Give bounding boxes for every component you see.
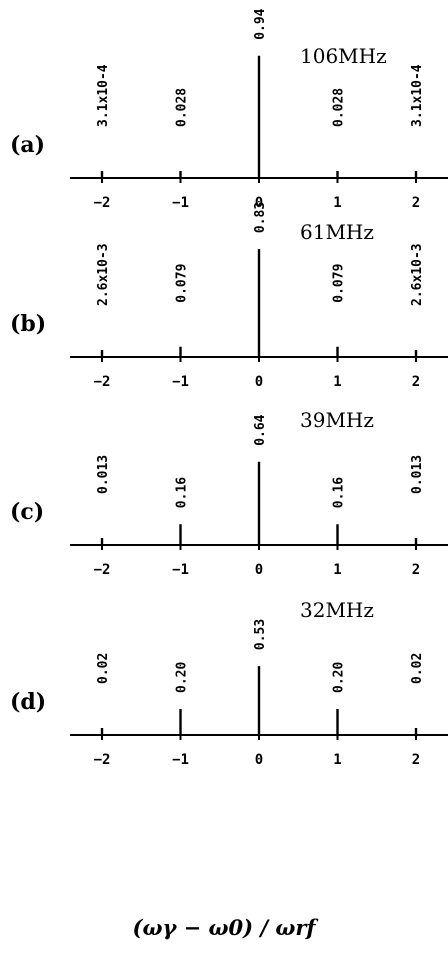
value-label: 0.94 (253, 8, 268, 39)
x-tick-label: −2 (94, 195, 111, 211)
value-label: 3.1x10-4 (96, 64, 111, 127)
value-label: 0.20 (175, 662, 190, 693)
value-label: 3.1x10-4 (410, 64, 425, 127)
x-tick-label: 2 (412, 374, 420, 390)
x-tick-label: 2 (412, 752, 420, 768)
x-tick-label: 2 (412, 195, 420, 211)
x-tick-label: 1 (333, 374, 341, 390)
panel-b: (b) 61MHz −2 2.6x10-3 −1 0.079 0 0.83 1 0.079 2 2.6… (10, 202, 448, 390)
value-label: 0.028 (332, 88, 347, 127)
value-label: 0.02 (410, 653, 425, 684)
x-tick-label: −2 (94, 562, 111, 578)
value-label: 0.64 (253, 414, 268, 445)
x-tick-label: −2 (94, 752, 111, 768)
frequency-label: 32MHz (300, 598, 374, 622)
value-label: 0.02 (96, 653, 111, 684)
x-tick-label: −1 (172, 562, 189, 578)
x-tick-label: −2 (94, 374, 111, 390)
frequency-label: 106MHz (300, 44, 387, 68)
panel-d: (d) 32MHz −2 0.02 −1 0.20 0 0.53 1 0.20 2 0.02 (10, 598, 448, 768)
x-tick-label: 0 (255, 752, 263, 768)
panel-label: (a) (10, 132, 45, 158)
x-tick-label: −1 (172, 374, 189, 390)
x-tick-label: −1 (172, 195, 189, 211)
x-tick-label: −1 (172, 752, 189, 768)
frequency-label: 39MHz (300, 408, 374, 432)
value-label: 0.16 (332, 477, 347, 508)
panel-c: (c) 39MHz −2 0.013 −1 0.16 0 0.64 1 0.16 2 0.013 (10, 408, 448, 578)
value-label: 0.83 (253, 202, 268, 233)
frequency-label: 61MHz (300, 220, 374, 244)
value-label: 0.53 (253, 619, 268, 650)
value-label: 0.20 (332, 662, 347, 693)
x-tick-label: 1 (333, 195, 341, 211)
value-label: 0.079 (332, 264, 347, 303)
value-label: 0.028 (175, 88, 190, 127)
value-label: 0.013 (410, 455, 425, 494)
value-label: 0.079 (175, 264, 190, 303)
panel-label: (c) (10, 499, 44, 525)
value-label: 0.16 (175, 477, 190, 508)
value-label: 0.013 (96, 455, 111, 494)
x-axis-label: (ωγ − ω0) / ωrf (132, 915, 316, 940)
value-label: 2.6x10-3 (410, 243, 425, 306)
x-tick-label: 0 (255, 374, 263, 390)
value-label: 2.6x10-3 (96, 243, 111, 306)
panel-label: (d) (10, 689, 46, 715)
x-tick-label: 2 (412, 562, 420, 578)
panel-label: (b) (10, 311, 46, 337)
x-tick-label: 0 (255, 562, 263, 578)
panel-a: (a) 106MHz −2 3.1x10-4 −1 0.028 0 0.94 1 0.028 2 3.… (10, 8, 448, 211)
x-tick-label: 1 (333, 752, 341, 768)
x-tick-label: 1 (333, 562, 341, 578)
x-tick-label: 0 (255, 195, 263, 211)
